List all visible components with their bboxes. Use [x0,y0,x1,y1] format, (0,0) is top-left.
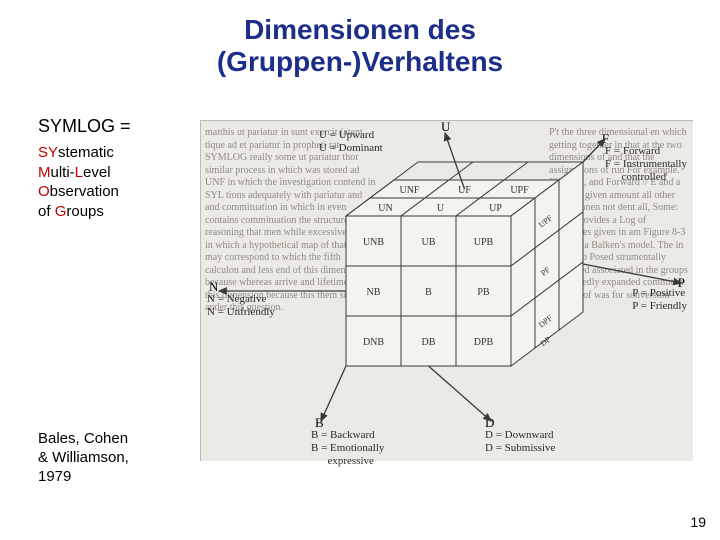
acr-l: L [75,164,83,181]
svg-text:UB: UB [422,237,436,248]
acr-sy: SY [38,144,58,161]
acr-l-rest: evel [83,164,111,181]
acr-g-rest: roups [66,203,104,220]
svg-text:UF: UF [458,185,471,196]
symlog-cube-figure: matthis ut pariatur in sunt exercit (ate… [200,120,693,461]
slide-title: Dimensionen des (Gruppen-)Verhaltens [0,0,720,78]
citation-l1: Bales, Cohen [38,430,128,447]
svg-text:DB: DB [422,337,436,348]
svg-text:UP: UP [489,203,502,214]
svg-text:UNF: UNF [399,185,419,196]
svg-text:U: U [437,203,445,214]
symlog-equals: SYMLOG = [38,116,188,137]
acr-m: M [38,164,51,181]
svg-text:UN: UN [378,203,392,214]
svg-text:B: B [425,287,432,298]
symlog-acronym: SYstematic Multi-Level Observation of Gr… [38,143,188,221]
cube-svg: UNFUFUPFUNUUPUPFPFDPFDPUNBUBUPBNBBPBDNBD… [201,121,693,461]
svg-text:UPB: UPB [474,237,494,248]
acr-o-rest: bservation [50,183,119,200]
acr-m-rest: ulti- [51,164,75,181]
svg-text:DPB: DPB [474,337,494,348]
svg-text:UNB: UNB [363,237,384,248]
svg-text:NB: NB [367,287,381,298]
citation: Bales, Cohen & Williamson, 1979 [38,430,188,486]
title-line-2: (Gruppen-)Verhaltens [217,46,503,77]
left-column: SYMLOG = SYstematic Multi-Level Observat… [38,116,188,221]
svg-text:PB: PB [477,287,490,298]
citation-l2: & Williamson, [38,449,129,466]
citation-l3: 1979 [38,468,71,485]
acr-g: G [55,203,67,220]
acr-of: of [38,203,55,220]
svg-text:DNB: DNB [363,337,384,348]
title-line-1: Dimensionen des [244,14,476,45]
acr-o: O [38,183,50,200]
acr-sy-rest: stematic [58,144,114,161]
svg-text:UPF: UPF [510,185,529,196]
slide-number: 19 [690,514,706,530]
